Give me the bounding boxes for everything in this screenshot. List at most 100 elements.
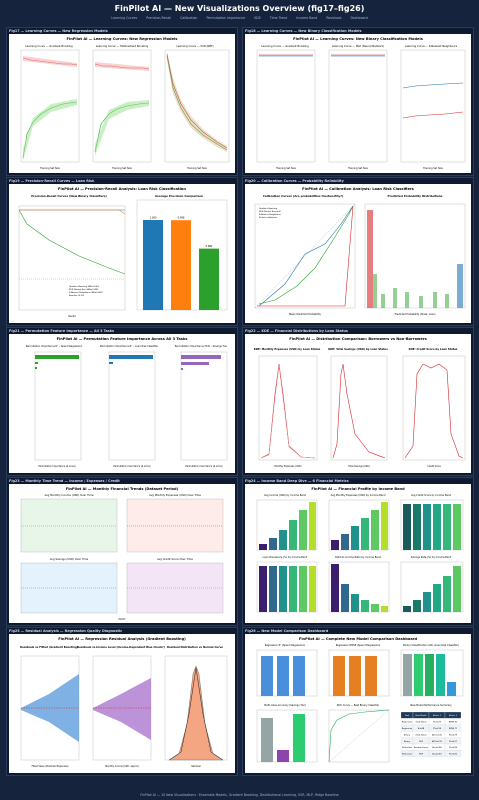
panel-label: Fig20 — Calibration Curves — Probability… <box>245 179 344 183</box>
panel-label: Fig25 — Residual Analysis — Regression Q… <box>9 629 123 633</box>
subplot-title: Avg Monthly Expenses (USD) Over Time <box>149 493 201 497</box>
subplot-title: KDE: Total Savings (USD) by Loan Status <box>328 347 388 351</box>
panel-fig21: Fig21 — Permutation Feature Importance —… <box>6 327 238 476</box>
subplot-title: Learning Curve — MLP (Neural Network) <box>332 44 384 48</box>
subplot-title: Avg Credit Score Over Time <box>157 557 193 561</box>
figure-title: FinPilot AI — Monthly Financial Trends (… <box>66 487 179 491</box>
table-cell-text: RMSE 62 <box>449 722 458 724</box>
figure-canvas: FinPilot AI — Learning Curves: New Binar… <box>245 34 471 173</box>
subplot-title: Residuals vs Income Level (Income-Depend… <box>77 645 165 649</box>
subplot-title: ROC Curve — Best Binary Classifier <box>337 704 379 707</box>
nav-item-residuals[interactable]: Residuals <box>326 16 342 20</box>
figure-canvas: FinPilot AI — Learning Curves: New Regre… <box>9 34 235 173</box>
ap-bar-value: 1.000 <box>150 217 157 220</box>
figure-title: FinPilot AI — Financial Profile by Incom… <box>311 487 405 491</box>
subplot-title: Permutation Importance F1W – Savings Tie… <box>175 345 227 348</box>
x-axis-label: Training Set Size <box>423 167 443 170</box>
subplot-title: Learning Curve — SVR (RBF) <box>176 44 213 48</box>
table-cell-text: Acc=0.86 <box>432 746 442 749</box>
subplot-title: Residuals vs Fitted (Gradient Boosting) <box>20 645 78 649</box>
subplot-title: Residual Distribution vs Normal Curve <box>167 645 223 649</box>
subplot-loan-prevalence: Loan Prevalence (%) by Income Band <box>256 556 318 613</box>
table-cell-text: Random Forest <box>414 746 428 749</box>
subplot-title: Binary Classification AUC (Loan Risk Cla… <box>403 644 459 647</box>
figure-canvas: FinPilot AI — Complete New Model Compari… <box>245 634 471 773</box>
figure-canvas: FinPilot AI — Monthly Financial Trends (… <box>9 484 235 623</box>
table-cell-text: R²=0.99 <box>433 721 442 724</box>
subplot-knn: Learning Curve — K-Nearest Neighbours Tr… <box>400 44 466 170</box>
nav-item-calibration[interactable]: Calibration <box>180 16 198 20</box>
table-cell-text: Regression <box>402 721 413 724</box>
subplot-title: Learning Curve — K-Nearest Neighbours <box>405 44 458 48</box>
table-cell-text: Binary <box>404 740 411 743</box>
subplot-avg-expenses: Avg Monthly Expenses (USD) by Income Ban… <box>328 494 390 551</box>
table-cell-text: HistGB <box>418 727 425 730</box>
x-axis-label: Recall <box>68 315 75 318</box>
table-cell-text: Multi-class <box>402 746 412 749</box>
nav-item-learning-curves[interactable]: Learning Curves <box>111 16 138 20</box>
x-axis-label: Monthly Income (USD, approx) <box>105 765 139 768</box>
x-axis-label: Month <box>119 618 126 621</box>
table-cell-text: Multi-class <box>402 753 412 756</box>
x-axis-label: Permutation Importance (Δ score) <box>113 465 150 468</box>
figure-title: FinPilot AI — Permutation Feature Import… <box>57 337 188 341</box>
x-axis-label: Training Set Size <box>112 167 132 170</box>
figure-canvas: FinPilot AI — Precision-Recall Analysis:… <box>9 184 235 323</box>
figure-canvas: FinPilot AI — Calibration Analysis: Loan… <box>245 184 471 323</box>
subplot-title: Avg Credit Score by Income Band <box>411 494 451 497</box>
table-cell-text: Grad. Boost <box>415 721 426 724</box>
panel-fig25: Fig25 — Residual Analysis — Regression Q… <box>6 627 238 776</box>
figure-canvas: FinPilot AI — Distribution Comparison: B… <box>245 334 471 473</box>
subplot-debt-income: Debt-to-Income Ratio by Income Band <box>328 556 390 613</box>
nav-item-dashboard[interactable]: Dashboard <box>350 16 368 20</box>
subplot-svr: Learning Curve — SVR (RBF) Training Set … <box>164 44 230 170</box>
calibration-title: Calibration Curves (Are probabilities tr… <box>263 194 344 198</box>
nav-bar: Learning Curves Precision-Recall Calibra… <box>0 16 479 20</box>
ap-bar-title: Average Precision Comparison <box>155 194 203 198</box>
subplot-title: Permutation Importance R² – Loan Risk Cl… <box>100 345 158 348</box>
x-axis-label: Credit Score <box>427 465 441 468</box>
table-cell-text: F1=0.97 <box>449 741 458 743</box>
subplot-avg-income: Avg Income (USD) by Income Band <box>256 494 318 551</box>
subplot-title: Regression RMSE (Spend Regression) <box>336 644 381 647</box>
table-cell-text: MLP <box>419 754 424 756</box>
subplot-title: Avg Monthly Income (USD) Over Time <box>44 493 93 497</box>
nav-item-kde[interactable]: KDE <box>254 16 261 20</box>
x-axis-label: Permutation Importance (Δ score) <box>185 465 222 468</box>
figure-title: FinPilot AI — Precision-Recall Analysis:… <box>58 187 186 191</box>
panel-fig17: Fig17 — Learning Curves — New Regression… <box>6 27 238 176</box>
nav-item-time-trend[interactable]: Time Trend <box>269 16 288 20</box>
legend-knn: K-Nearest Neighbours (AP=0.682) <box>69 291 103 294</box>
page-footer: FinPilot AI — 10 New Visualizations · En… <box>140 793 339 797</box>
nav-item-income-band[interactable]: Income Band <box>296 16 318 20</box>
panel-label: Fig21 — Permutation Feature Importance —… <box>9 329 115 333</box>
subplot-title: Learning Curve — HistGradient Boosting <box>96 44 149 48</box>
figure-canvas: FinPilot AI — Regression Residual Analys… <box>9 634 235 773</box>
figure-title: FinPilot AI — Complete New Model Compari… <box>299 637 418 641</box>
table-cell-text: Grad. Boost <box>415 733 426 736</box>
legend-perfect: Perfect calibration <box>259 216 278 219</box>
figure-title: FinPilot AI — Calibration Analysis: Loan… <box>302 187 414 191</box>
prob-dist-title: Predicted Probability Distributions <box>388 194 443 198</box>
table-cell-text: F1=0.82 <box>449 754 458 756</box>
subplot-title: Regression R² (Spend Regression) <box>265 644 306 647</box>
legend-knn: K-Nearest Neighbours <box>259 213 281 216</box>
x-axis-label: Training Set Size <box>348 167 368 170</box>
figure-canvas: FinPilot AI — Permutation Feature Import… <box>9 334 235 473</box>
nav-item-permutation[interactable]: Permutation Importance <box>206 16 246 20</box>
table-cell-text: Acc=0.83 <box>432 753 442 756</box>
table-cell-text: MLP <box>419 741 424 743</box>
ap-bar-group: 1.000 0.998 0.682 <box>143 217 219 310</box>
x-axis-label: Mean Predicted Probability <box>289 313 321 316</box>
table-header-text: Task <box>405 715 410 717</box>
nav-item-precision-recall[interactable]: Precision-Recall <box>146 16 172 20</box>
subplot-histgradient-boosting: Learning Curve — HistGradient Boosting T… <box>92 44 152 170</box>
subplot-title: Avg Monthly Expenses (USD) by Income Ban… <box>331 494 386 497</box>
legend-mlp: MLP (Neural Network) <box>259 210 281 213</box>
panel-fig18: Fig18 — Learning Curves — New Binary Cla… <box>242 27 474 176</box>
figure-title: FinPilot AI — Regression Residual Analys… <box>58 637 186 641</box>
pr-curve-title: Precision-Recall Curves (New Binary Clas… <box>31 194 107 198</box>
subplot-title: Savings Rate (%) by Income Band <box>411 556 452 559</box>
subplot-title: Learning Curve — Gradient Boosting <box>261 44 309 48</box>
